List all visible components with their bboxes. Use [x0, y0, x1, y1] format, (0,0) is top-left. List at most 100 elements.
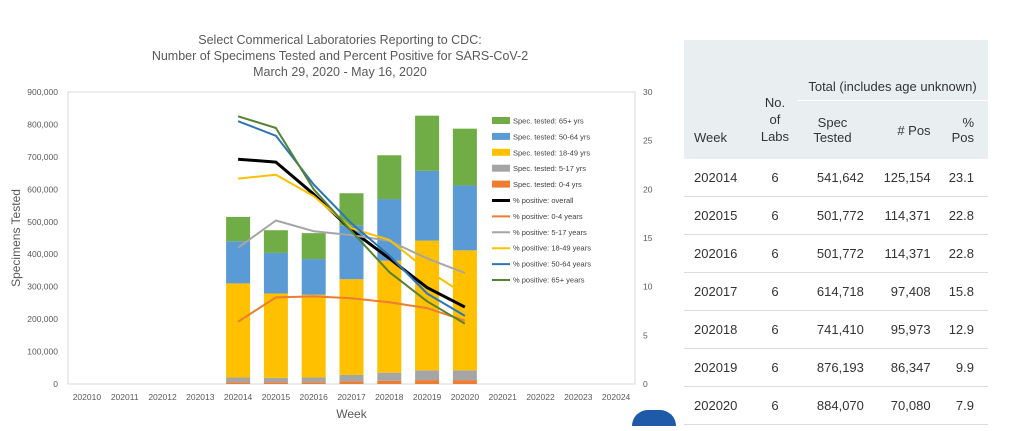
bar-segment	[339, 381, 364, 384]
bar-segment	[377, 155, 402, 200]
series-line	[237, 219, 466, 274]
x-tick-label: 202011	[111, 392, 139, 402]
cell-pct-pos: 22.8	[934, 234, 988, 273]
cell-num-pos: 114,371	[867, 234, 935, 273]
bar-segment	[226, 382, 251, 384]
legend-swatch	[492, 148, 510, 156]
cell-week: 202014	[684, 159, 753, 197]
x-tick-label: 202020	[451, 392, 480, 402]
cell-labs: 6	[752, 196, 798, 235]
cell-spec-tested: 541,642	[797, 159, 868, 197]
cell-pct-pos: 23.1	[934, 159, 988, 197]
legend-entry: Spec. tested: 65+ yrs	[513, 117, 584, 126]
y-left-tick-label: 500,000	[27, 217, 58, 227]
bar-segment	[452, 370, 477, 381]
cell-labs: 6	[752, 159, 798, 197]
cell-labs: 6	[752, 310, 798, 349]
y-left-tick-label: 700,000	[27, 152, 58, 162]
cell-labs: 6	[752, 234, 798, 273]
col-header-labs-line2: of	[769, 112, 781, 127]
cell-num-pos: 125,154	[867, 159, 935, 197]
bar-segment	[226, 283, 251, 378]
data-table-panel: Week No. of Labs Total (includes age unk…	[684, 40, 988, 426]
col-header-pct-pos: % Pos	[934, 100, 988, 159]
cell-num-pos: 95,973	[867, 310, 935, 349]
bar-segment	[263, 377, 288, 383]
cell-pct-pos: 22.8	[934, 196, 988, 235]
col-header-labs-line3: Labs	[760, 129, 790, 144]
y-right-tick-label: 30	[643, 87, 653, 97]
x-tick-label: 202024	[602, 392, 631, 402]
combo-chart: Select Commerical Laboratories Reporting…	[9, 33, 678, 421]
cell-spec-tested: 614,718	[797, 272, 868, 311]
chart-title-line: Select Commerical Laboratories Reporting…	[198, 33, 481, 47]
legend-entry: Spec. tested: 5-17 yrs	[513, 164, 586, 173]
y-left-tick-label: 100,000	[27, 347, 58, 357]
legend-entry: % positive: 65+ years	[513, 276, 585, 285]
series-line	[237, 120, 466, 317]
bar-segment	[415, 370, 440, 381]
series-line	[237, 115, 466, 325]
table-row: 202017 6 614,718 97,408 15.8	[684, 272, 988, 311]
col-header-spec-tested: Spec Tested	[797, 100, 868, 159]
y-left-tick-label: 200,000	[27, 314, 58, 324]
x-tick-label: 202021	[489, 392, 518, 402]
bar-segment	[226, 241, 251, 284]
cell-pct-pos: 7.9	[934, 386, 988, 425]
y-right-tick-label: 20	[643, 184, 653, 194]
col-header-num-pos: # Pos	[867, 100, 935, 159]
y-right-tick-label: 15	[643, 233, 653, 243]
cell-labs: 6	[752, 348, 798, 387]
bar-segment	[339, 279, 364, 375]
cell-num-pos: 70,080	[867, 386, 935, 425]
cell-num-pos: 114,371	[867, 196, 935, 235]
cell-labs: 6	[752, 386, 798, 425]
y-right-tick-label: 10	[643, 282, 653, 292]
table-row: 202018 6 741,410 95,973 12.9	[684, 310, 988, 349]
chart-title-line: March 29, 2020 - May 16, 2020	[253, 65, 427, 79]
x-tick-label: 202014	[224, 392, 253, 402]
bar-segment	[452, 185, 477, 251]
cell-spec-tested: 501,772	[797, 234, 868, 273]
table-row: 202020 6 884,070 70,080 7.9	[684, 386, 988, 425]
cell-pct-pos: 12.9	[934, 310, 988, 349]
bar-segment	[263, 382, 288, 384]
cell-week: 202020	[684, 386, 753, 425]
y-left-axis-label: Specimens Tested	[9, 189, 23, 287]
y-right-tick-label: 5	[643, 330, 648, 340]
legend-swatch	[492, 164, 510, 172]
bar-segment	[415, 380, 440, 384]
bar-segment	[263, 252, 288, 294]
weekly-totals-table: Week No. of Labs Total (includes age unk…	[684, 40, 988, 425]
x-tick-label: 202017	[337, 392, 366, 402]
table-row: 202016 6 501,772 114,371 22.8	[684, 234, 988, 273]
y-left-tick-label: 400,000	[27, 249, 58, 259]
y-left-tick-label: 0	[53, 379, 58, 389]
cell-pct-pos: 9.9	[934, 348, 988, 387]
legend-entry: % positive: 5-17 years	[513, 228, 587, 237]
legend-entry: % positive: 50-64 years	[513, 260, 591, 269]
bar-segment	[301, 377, 326, 383]
legend-entry: Spec. tested: 0-4 yrs	[513, 180, 582, 189]
cell-week: 202019	[684, 348, 753, 387]
bar-segment	[301, 382, 326, 384]
chart-title-line: Number of Specimens Tested and Percent P…	[152, 49, 528, 63]
cell-pct-pos: 15.8	[934, 272, 988, 311]
x-tick-label: 202015	[262, 392, 291, 402]
x-tick-label: 202013	[186, 392, 215, 402]
bar-segment	[263, 293, 288, 378]
y-left-tick-label: 300,000	[27, 282, 58, 292]
series-line	[237, 173, 466, 296]
cell-week: 202015	[684, 196, 753, 235]
bar-segment	[301, 233, 326, 260]
series-line	[237, 295, 466, 323]
col-header-ppos-line2: Pos	[951, 130, 974, 145]
y-right-tick-label: 25	[643, 136, 653, 146]
x-tick-label: 202019	[413, 392, 442, 402]
cell-spec-tested: 741,410	[797, 310, 868, 349]
x-tick-label: 202016	[300, 392, 329, 402]
bar-segment	[377, 372, 402, 381]
cell-spec-tested: 884,070	[797, 386, 868, 425]
table-row: 202019 6 876,193 86,347 9.9	[684, 348, 988, 387]
bar-segment	[377, 199, 402, 261]
